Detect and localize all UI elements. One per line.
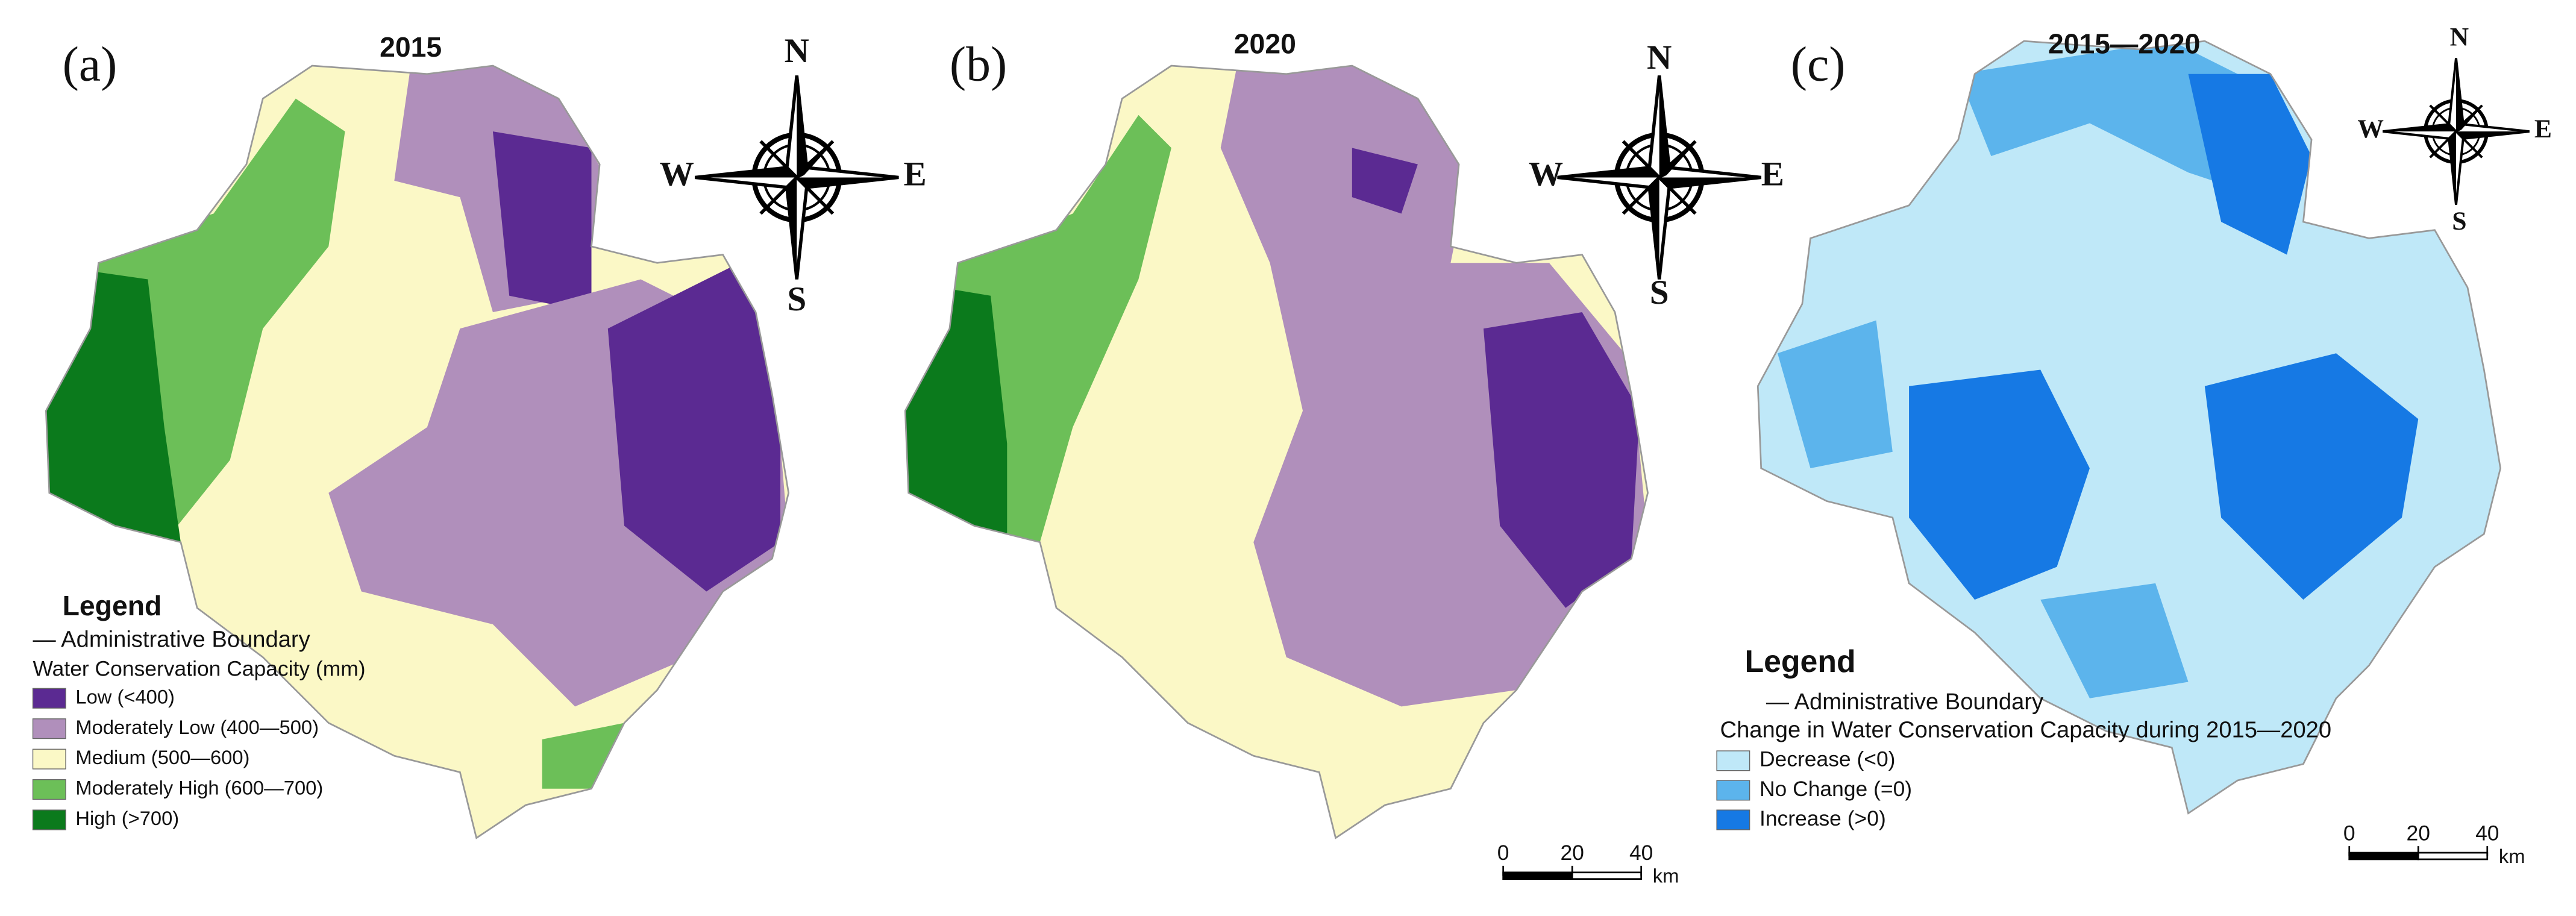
compass-s: S — [787, 280, 806, 318]
scale-segment — [1502, 871, 1573, 880]
compass-n: N — [1647, 39, 1672, 77]
legend-boundary: — Administrative Boundary — [1766, 689, 2043, 715]
map-2015 — [45, 64, 790, 839]
scale-label: 20 — [2407, 821, 2430, 845]
panel-label: (a) — [63, 36, 118, 91]
scale-unit: km — [2499, 845, 2525, 867]
compass-n: N — [2450, 22, 2469, 51]
panel-title: 2020 — [1234, 28, 1296, 60]
legend-boundary: — Administrative Boundary — [33, 626, 310, 652]
legend-label: No Change (=0) — [1760, 777, 1912, 801]
compass — [1558, 75, 1761, 279]
legend-swatch — [32, 718, 66, 739]
scale-segment — [2417, 852, 2489, 861]
legend-title: Legend — [63, 590, 162, 621]
legend-subtitle: Change in Water Conservation Capacity du… — [1720, 717, 2332, 742]
panel-title: 2015 — [380, 31, 442, 63]
legend-label: Moderately High (600—700) — [75, 777, 323, 799]
legend-swatch — [32, 688, 66, 709]
legend-title: Legend — [1744, 644, 1855, 679]
generated: Low (<400) Moderately Low (400—500) Medium… — [32, 685, 2525, 887]
legend-label: Increase (>0) — [1760, 806, 1886, 830]
compass-s: S — [1650, 274, 1669, 312]
legend-label: Medium (500—600) — [75, 746, 249, 768]
compass-e: E — [2534, 114, 2552, 143]
compass — [695, 75, 898, 279]
compass-e: E — [1761, 155, 1784, 193]
legend-swatch — [1716, 809, 1750, 830]
legend-label: High (>700) — [75, 807, 179, 829]
compass-s: S — [2452, 207, 2466, 236]
legend-label: Decrease (<0) — [1760, 747, 1896, 771]
scale-label: 0 — [1497, 841, 1509, 865]
legend-swatch — [32, 809, 66, 830]
compass-w: W — [2357, 114, 2384, 143]
compass-e: E — [904, 155, 927, 193]
legend-subtitle: Water Conservation Capacity (mm) — [33, 657, 366, 681]
scale-segment — [1571, 871, 1643, 880]
compass-n: N — [785, 32, 809, 70]
compass-w: W — [660, 155, 694, 193]
legend-swatch — [32, 779, 66, 800]
compass — [2383, 58, 2529, 204]
legend-swatch — [1716, 750, 1750, 771]
legend-swatch — [1716, 780, 1750, 801]
legend-label: Low (<400) — [75, 685, 175, 707]
scale-label: 0 — [2343, 821, 2355, 845]
map-change — [1757, 40, 2501, 814]
scale-segment — [2348, 852, 2419, 861]
panel-label: (b) — [950, 36, 1007, 91]
scale-label: 40 — [2475, 821, 2499, 845]
legend-swatch — [32, 748, 66, 770]
scale-label: 40 — [1629, 841, 1653, 865]
map-2020 — [904, 64, 1649, 839]
scale-unit: km — [1653, 865, 1679, 887]
panel-title: 2015—2020 — [2048, 28, 2200, 60]
compass-w: W — [1529, 155, 1563, 193]
panel-label: (c) — [1791, 36, 1846, 91]
legend-label: Moderately Low (400—500) — [75, 716, 319, 738]
scale-label: 20 — [1560, 841, 1584, 865]
